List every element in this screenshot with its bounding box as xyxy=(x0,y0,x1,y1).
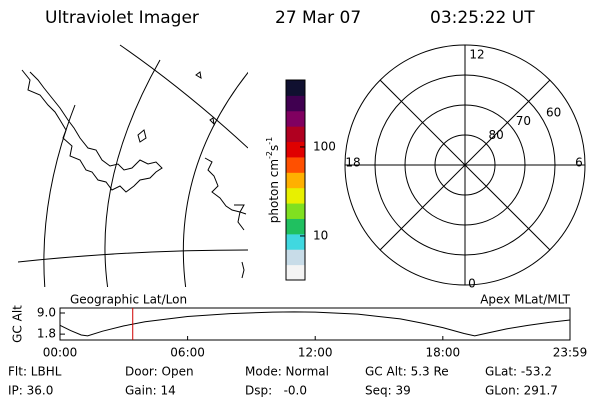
x-tick-label: 00:00 xyxy=(43,346,78,360)
colorbar-unit: s xyxy=(267,145,281,151)
grid-curve xyxy=(182,71,248,287)
colorbar-band xyxy=(286,172,305,189)
x-tick-label: 18:00 xyxy=(426,346,461,360)
coastline xyxy=(241,261,245,279)
colorbar-label: photon cm-2s-1 xyxy=(265,137,281,224)
colorbar-band xyxy=(286,218,305,235)
map-label: Geographic Lat/Lon xyxy=(70,293,187,307)
colorbar-band xyxy=(286,110,305,127)
time: 03:25:22 UT xyxy=(430,8,535,28)
info-field: Gain: 14 xyxy=(125,384,176,398)
y-axis-label: GC Alt xyxy=(11,305,25,343)
info-field: Door: Open xyxy=(125,365,194,379)
colorbar-band xyxy=(286,249,305,266)
mlat-label: 70 xyxy=(516,114,531,128)
colorbar-band xyxy=(286,264,305,281)
grid-curve xyxy=(18,249,248,263)
info-field: GC Alt: 5.3 Re xyxy=(365,365,449,379)
mlat-label: 80 xyxy=(488,128,503,142)
polar-plot: 12 6 0 18 xyxy=(344,44,586,291)
coastline xyxy=(195,71,202,79)
colorbar-band xyxy=(286,80,305,96)
x-tick-label: 12:00 xyxy=(298,346,333,360)
colorbar-band xyxy=(286,233,305,250)
mlt-label: 12 xyxy=(469,48,484,62)
coastline xyxy=(137,129,147,143)
polar-label: Apex MLat/MLT xyxy=(480,293,570,307)
info-field: IP: 36.0 xyxy=(8,384,53,398)
colorbar-unit: photon cm xyxy=(267,159,281,223)
colorbar-tick-label: 10 xyxy=(313,228,328,242)
info-field: GLon: 291.7 xyxy=(485,384,558,398)
x-tick-label: 23:59 xyxy=(553,346,588,360)
mlat-circle xyxy=(434,134,496,196)
info-field: Dsp: -0.0 xyxy=(245,384,307,398)
title: Ultraviolet Imager xyxy=(45,8,199,28)
colorbar-band xyxy=(286,141,305,158)
map xyxy=(18,44,248,287)
x-tick-label: 06:00 xyxy=(170,346,205,360)
colorbar-band xyxy=(286,203,305,219)
colorbar-band xyxy=(286,156,305,173)
coastline xyxy=(21,69,163,193)
strip-frame xyxy=(59,307,571,341)
mlt-label: 6 xyxy=(575,156,583,170)
y-tick-label: 9.0 xyxy=(37,305,56,319)
mlat-label: 60 xyxy=(546,105,561,119)
info-field: GLat: -53.2 xyxy=(485,365,552,379)
polar-axis xyxy=(379,79,551,251)
info-field: Seq: 39 xyxy=(365,384,411,398)
colorbar-exp: -1 xyxy=(265,137,274,145)
grid-curve xyxy=(119,44,248,149)
coastline xyxy=(204,157,245,231)
mlat-circle xyxy=(374,74,556,256)
y-tick-label: 1.8 xyxy=(37,327,56,341)
mlt-label: 0 xyxy=(468,277,476,291)
date: 27 Mar 07 xyxy=(275,8,361,28)
info-field: Flt: LBHL xyxy=(8,365,62,379)
coastline xyxy=(209,117,215,126)
grid-curve xyxy=(104,59,161,287)
grid-curve xyxy=(43,104,76,287)
colorbar-tick-label: 100 xyxy=(313,139,336,153)
mlt-label: 18 xyxy=(345,156,360,170)
info-field: Mode: Normal xyxy=(245,365,329,379)
colorbar-exp: -2 xyxy=(265,151,274,159)
colorbar-band xyxy=(286,95,305,112)
colorbar-band xyxy=(286,187,305,204)
colorbar: 10 100 xyxy=(285,79,336,281)
coastline xyxy=(234,204,247,215)
mlat-circle xyxy=(404,104,526,226)
colorbar-band xyxy=(286,126,305,143)
colorbar-frame xyxy=(285,79,306,281)
altitude-line xyxy=(59,311,571,337)
